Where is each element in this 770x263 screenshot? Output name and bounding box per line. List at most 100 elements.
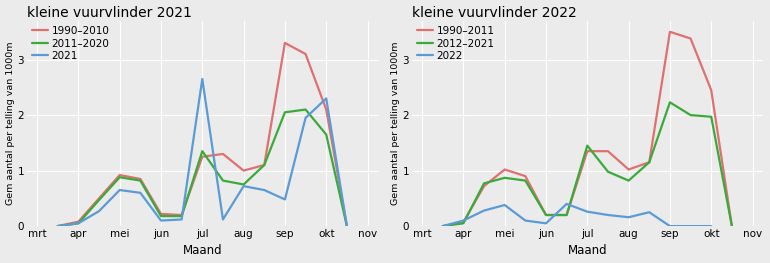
2021 <box>198 77 207 80</box>
2012–2021 <box>541 214 551 217</box>
Line: 2011–2020: 2011–2020 <box>58 109 346 226</box>
2022 <box>562 202 571 205</box>
1990–2011 <box>624 168 633 171</box>
Text: kleine vuurvlinder 2022: kleine vuurvlinder 2022 <box>412 6 577 19</box>
2022 <box>541 222 551 225</box>
2011–2020 <box>95 199 104 202</box>
2022 <box>665 225 675 228</box>
1990–2011 <box>562 214 571 217</box>
1990–2011 <box>644 161 654 164</box>
1990–2011 <box>727 225 736 228</box>
Y-axis label: Gem aantal per telling van 1000m: Gem aantal per telling van 1000m <box>5 42 15 205</box>
Line: 2021: 2021 <box>58 79 346 226</box>
2012–2021 <box>438 225 447 228</box>
Line: 1990–2011: 1990–2011 <box>443 32 732 226</box>
1990–2010 <box>156 212 166 215</box>
1990–2011 <box>521 175 530 178</box>
2022 <box>521 219 530 222</box>
2012–2021 <box>707 115 716 118</box>
1990–2010 <box>53 225 62 228</box>
1990–2011 <box>480 185 489 188</box>
2022 <box>459 219 468 222</box>
1990–2011 <box>583 150 592 153</box>
Line: 1990–2010: 1990–2010 <box>58 43 346 226</box>
1990–2010 <box>177 214 186 217</box>
2011–2020 <box>219 179 228 182</box>
2012–2021 <box>500 176 509 179</box>
2011–2020 <box>322 133 331 136</box>
1990–2010 <box>259 164 269 167</box>
1990–2010 <box>239 169 248 172</box>
1990–2010 <box>74 220 83 223</box>
2022 <box>500 204 509 207</box>
2022 <box>583 210 592 213</box>
2012–2021 <box>686 114 695 117</box>
X-axis label: Maand: Maand <box>182 244 222 257</box>
2012–2021 <box>665 101 675 104</box>
2021 <box>322 97 331 100</box>
2012–2021 <box>583 144 592 147</box>
2022 <box>438 225 447 228</box>
1990–2010 <box>198 155 207 158</box>
2012–2021 <box>727 225 736 228</box>
2022 <box>686 225 695 228</box>
1990–2011 <box>686 37 695 40</box>
1990–2010 <box>342 225 351 228</box>
Text: kleine vuurvlinder 2021: kleine vuurvlinder 2021 <box>27 6 192 19</box>
2021 <box>136 191 145 194</box>
2012–2021 <box>562 214 571 217</box>
Line: 2022: 2022 <box>443 204 711 226</box>
1990–2010 <box>280 41 290 44</box>
2022 <box>480 209 489 212</box>
Y-axis label: Gem aantal per telling van 1000m: Gem aantal per telling van 1000m <box>390 42 400 205</box>
2021 <box>156 219 166 222</box>
1990–2011 <box>541 214 551 217</box>
2011–2020 <box>136 179 145 182</box>
2011–2020 <box>259 164 269 167</box>
2021 <box>177 218 186 221</box>
1990–2010 <box>115 174 124 177</box>
2022 <box>604 214 613 217</box>
2011–2020 <box>115 176 124 179</box>
2011–2020 <box>342 225 351 228</box>
2021 <box>342 225 351 228</box>
X-axis label: Maand: Maand <box>567 244 607 257</box>
2022 <box>624 216 633 219</box>
2022 <box>707 225 716 228</box>
Legend: 1990–2011, 2012–2021, 2022: 1990–2011, 2012–2021, 2022 <box>415 24 497 63</box>
1990–2010 <box>322 108 331 111</box>
2012–2021 <box>644 161 654 164</box>
2012–2021 <box>604 170 613 173</box>
2012–2021 <box>624 179 633 182</box>
Line: 2012–2021: 2012–2021 <box>443 102 732 226</box>
2012–2021 <box>521 179 530 182</box>
1990–2010 <box>301 52 310 55</box>
1990–2011 <box>604 150 613 153</box>
1990–2011 <box>665 30 675 33</box>
2011–2020 <box>177 215 186 218</box>
1990–2010 <box>219 152 228 155</box>
2021 <box>259 189 269 192</box>
1990–2010 <box>136 177 145 180</box>
1990–2011 <box>438 225 447 228</box>
2021 <box>301 116 310 119</box>
2012–2021 <box>480 182 489 185</box>
1990–2010 <box>95 197 104 200</box>
2021 <box>239 185 248 188</box>
2021 <box>95 210 104 213</box>
1990–2011 <box>500 168 509 171</box>
2011–2020 <box>239 183 248 186</box>
2021 <box>280 198 290 201</box>
2021 <box>53 225 62 228</box>
Legend: 1990–2010, 2011–2020, 2021: 1990–2010, 2011–2020, 2021 <box>30 24 112 63</box>
2011–2020 <box>156 215 166 218</box>
1990–2011 <box>707 89 716 92</box>
2011–2020 <box>280 111 290 114</box>
2022 <box>644 211 654 214</box>
2021 <box>219 218 228 221</box>
2021 <box>115 189 124 192</box>
1990–2011 <box>459 221 468 224</box>
2021 <box>74 222 83 225</box>
2011–2020 <box>301 108 310 111</box>
2012–2021 <box>459 222 468 225</box>
